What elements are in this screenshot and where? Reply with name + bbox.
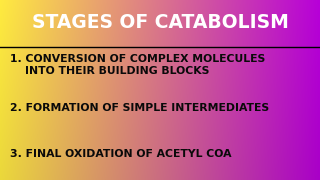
Text: 2. FORMATION OF SIMPLE INTERMEDIATES: 2. FORMATION OF SIMPLE INTERMEDIATES [10, 103, 269, 113]
Text: 3. FINAL OXIDATION OF ACETYL COA: 3. FINAL OXIDATION OF ACETYL COA [10, 149, 231, 159]
Text: STAGES OF CATABOLISM: STAGES OF CATABOLISM [32, 13, 288, 32]
Text: 1. CONVERSION OF COMPLEX MOLECULES
    INTO THEIR BUILDING BLOCKS: 1. CONVERSION OF COMPLEX MOLECULES INTO … [10, 54, 265, 76]
